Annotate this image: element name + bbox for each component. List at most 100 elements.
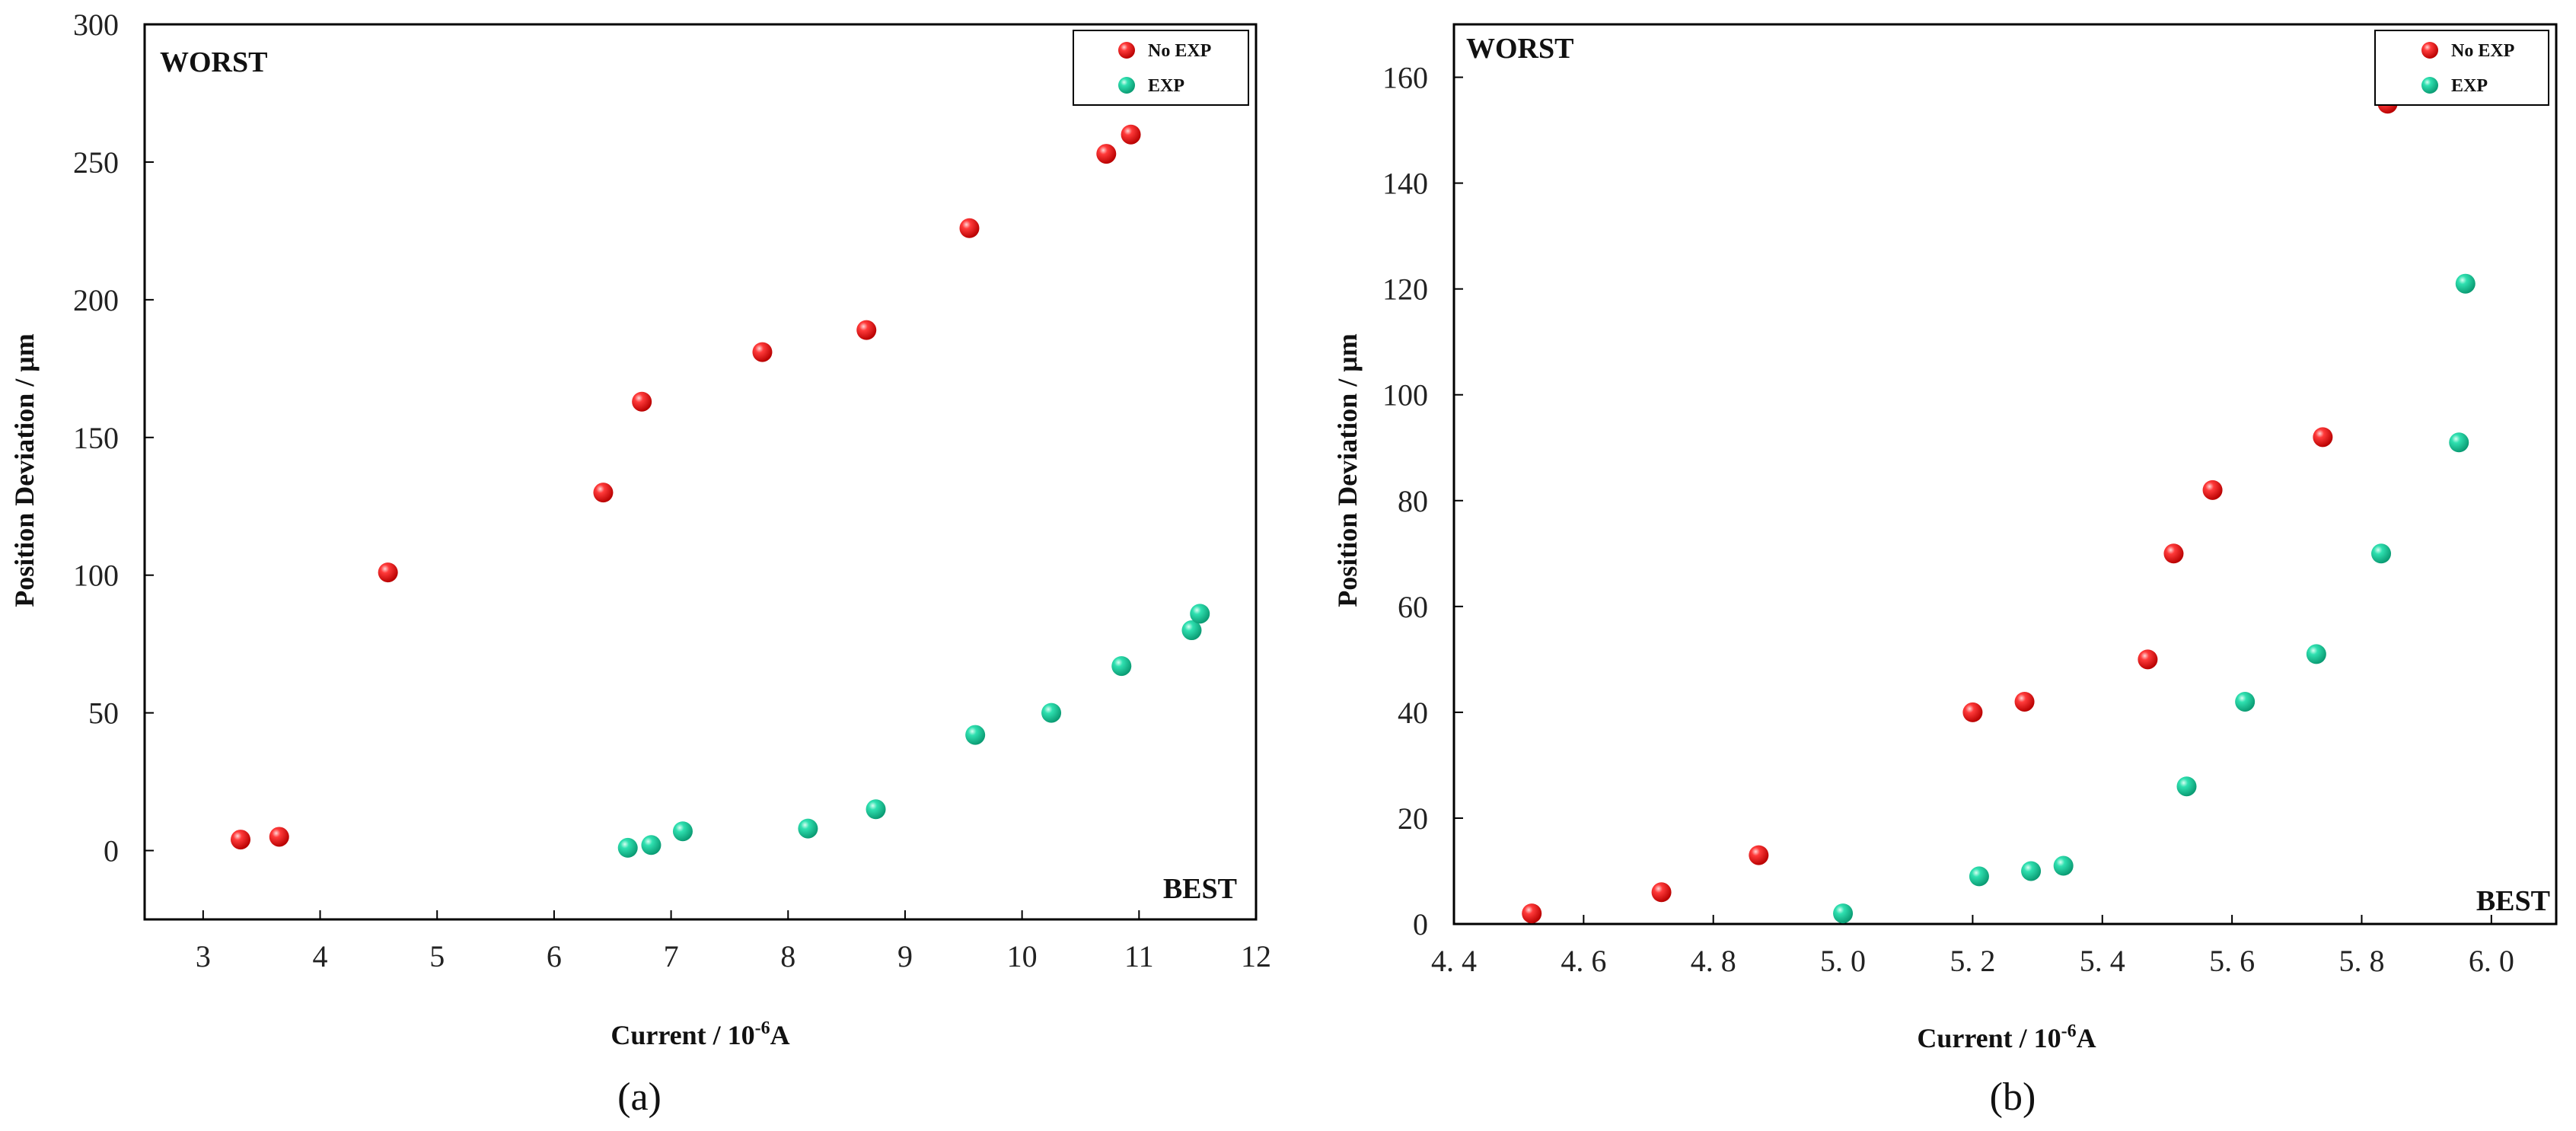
y-tick-label: 100 [1382, 378, 1428, 413]
y-tick-label: 60 [1398, 590, 1428, 624]
y-tick-label: 140 [1382, 167, 1428, 201]
legend-box [1073, 30, 1249, 106]
x-tick-label: 6 [547, 939, 562, 973]
panel-caption-a: (a) [617, 1075, 662, 1119]
y-tick-label: 40 [1398, 696, 1428, 730]
data-point-exp [2021, 861, 2042, 881]
panel-caption-b: (b) [1990, 1075, 2036, 1119]
data-points [231, 124, 1210, 858]
x-tick-label: 5 [429, 939, 445, 973]
data-point-exp [672, 821, 693, 842]
x-axis-title-unit: A [2077, 1023, 2096, 1053]
data-point-no-exp [1096, 144, 1117, 164]
x-tick-label: 9 [897, 939, 913, 973]
x-tick-label: 6. 0 [2469, 944, 2514, 978]
y-tick-label: 100 [73, 559, 119, 593]
data-point-no-exp [632, 391, 652, 412]
y-tick-label: 0 [104, 834, 119, 868]
data-point-exp [1181, 620, 1202, 641]
data-point-no-exp [593, 483, 614, 503]
data-point-exp [2449, 432, 2469, 453]
x-tick-label: 12 [1241, 939, 1271, 973]
y-tick-label: 120 [1382, 272, 1428, 307]
data-point-no-exp [1651, 882, 1672, 903]
x-tick-label: 7 [664, 939, 679, 973]
data-point-no-exp [2014, 691, 2035, 712]
data-point-no-exp [378, 562, 398, 583]
x-axis-title-main: Current / 10 [611, 1020, 754, 1050]
x-tick-label: 4. 4 [1431, 944, 1477, 978]
data-point-exp [1041, 702, 1062, 723]
data-point-no-exp [269, 827, 289, 847]
x-tick-label: 10 [1007, 939, 1038, 973]
x-axis-title-main: Current / 10 [1917, 1023, 2061, 1053]
y-tick-label: 160 [1382, 61, 1428, 95]
x-tick-label: 4. 8 [1691, 944, 1736, 978]
y-axis-title: Position Deviation / μm [1332, 333, 1363, 607]
worst-annotation: WORST [1466, 33, 1573, 65]
y-tick-label: 0 [1413, 907, 1428, 941]
data-point-exp [641, 835, 662, 855]
best-annotation: BEST [2476, 885, 2550, 917]
x-tick-label: 5. 2 [1950, 944, 1995, 978]
data-point-no-exp [2138, 649, 2158, 670]
data-point-exp [2455, 273, 2476, 294]
data-point-exp [965, 725, 986, 745]
data-point-exp [2053, 855, 2074, 876]
legend-marker-no-exp [1118, 42, 1135, 59]
y-tick-label: 150 [73, 421, 119, 455]
x-tick-label: 5. 0 [1820, 944, 1866, 978]
x-axis-title-exponent: -6 [2061, 1021, 2077, 1041]
data-point-no-exp [856, 320, 877, 340]
data-point-no-exp [231, 830, 251, 850]
data-point-no-exp [752, 342, 773, 362]
chart-panel-a: 3 4 5 6 7 8 9 10 11 12 0 50 100 150 200 250 300 WORST B… [9, 8, 1271, 1119]
data-point-exp [2235, 691, 2256, 712]
data-point-no-exp [1522, 903, 1542, 924]
data-point-exp [1111, 656, 1132, 677]
worst-annotation: WORST [160, 46, 267, 78]
data-point-exp [2176, 776, 2197, 797]
x-axis-title-exponent: -6 [755, 1018, 770, 1038]
y-axis-title: Position Deviation / μm [9, 333, 40, 607]
data-point-no-exp [1121, 124, 1141, 145]
data-point-exp [1969, 866, 1989, 887]
x-axis-title: Current / 10-6A [611, 1018, 789, 1050]
legend-box [2374, 30, 2549, 106]
data-points [1522, 94, 2476, 924]
data-point-exp [866, 799, 886, 820]
legend-marker-exp [1118, 77, 1135, 94]
x-axis-title: Current / 10-6A [1917, 1021, 2096, 1053]
legend-label-no-exp: No EXP [1148, 41, 1211, 61]
data-point-no-exp [2313, 427, 2333, 448]
x-tick-label: 5. 8 [2338, 944, 2384, 978]
y-tick-label: 50 [88, 696, 119, 731]
data-point-no-exp [959, 218, 980, 238]
legend: No EXP EXP [1073, 30, 1249, 106]
y-tick-label: 250 [73, 145, 119, 180]
data-point-exp [1190, 604, 1210, 624]
x-tick-label: 11 [1124, 939, 1154, 973]
y-tick-label: 300 [73, 8, 119, 42]
x-axis-title-unit: A [770, 1020, 790, 1050]
y-axis: 0 50 100 150 200 250 300 [73, 8, 154, 868]
data-point-exp [798, 818, 818, 839]
legend-label-exp: EXP [1148, 76, 1184, 96]
data-point-no-exp [1962, 702, 1983, 722]
data-point-exp [1833, 903, 1854, 924]
data-point-no-exp [2163, 543, 2184, 564]
legend-marker-exp [2421, 77, 2438, 94]
chart-panel-b: 4. 4 4. 6 4. 8 5. 0 5. 2 5. 4 5. 6 5. 8 6. 0 0 20… [1332, 23, 2558, 1119]
y-axis: 0 20 40 60 80 100 120 140 160 [1382, 61, 1463, 941]
data-point-exp [2306, 644, 2326, 664]
data-point-no-exp [2202, 479, 2223, 500]
plot-area-frame [143, 23, 1258, 921]
x-tick-label: 5. 6 [2209, 944, 2255, 978]
y-tick-label: 20 [1398, 801, 1428, 836]
legend-label-exp: EXP [2451, 76, 2488, 96]
data-point-exp [2371, 543, 2392, 564]
x-tick-label: 4 [313, 939, 328, 973]
best-annotation: BEST [1163, 873, 1237, 905]
x-tick-label: 8 [780, 939, 795, 973]
